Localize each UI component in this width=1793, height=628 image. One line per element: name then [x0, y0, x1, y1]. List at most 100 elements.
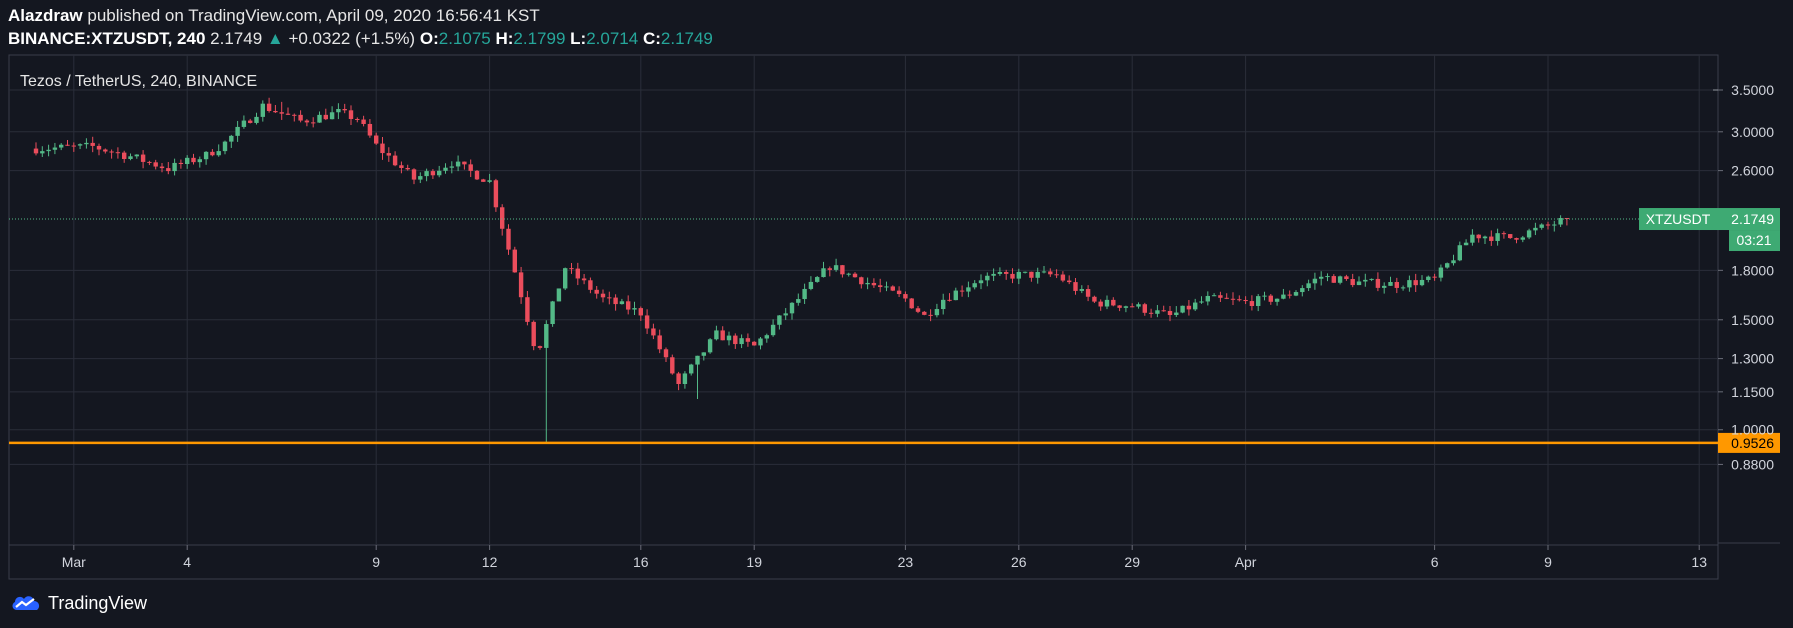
x-tick-label: 26: [1011, 554, 1027, 570]
candle-body: [1293, 292, 1299, 296]
candle-body: [1375, 278, 1381, 288]
candle-body: [859, 277, 864, 285]
candle-body: [947, 299, 952, 301]
candle-body: [878, 285, 883, 288]
candle-body: [285, 113, 291, 115]
support-price-tag: [1718, 432, 1780, 453]
candle-body: [594, 289, 599, 294]
candle-body: [733, 335, 738, 345]
candle-body: [481, 179, 486, 182]
candle-body: [90, 142, 95, 146]
candle-body: [122, 152, 127, 159]
candle-body: [909, 298, 914, 309]
candle-body: [1004, 272, 1009, 274]
x-tick-label: Apr: [1235, 554, 1257, 570]
candle-body: [40, 151, 45, 154]
y-tick-label: 3.5000: [1731, 82, 1774, 98]
candle-body: [1029, 271, 1034, 278]
candle-body: [626, 301, 631, 310]
author-name[interactable]: Alazdraw: [8, 6, 83, 25]
candle-body: [1174, 312, 1179, 316]
candle-body: [1092, 296, 1097, 302]
close-label: C:: [642, 29, 661, 48]
candle-body: [443, 167, 448, 171]
candle-body: [1256, 296, 1261, 307]
candle-body: [437, 170, 442, 176]
candle-body: [966, 287, 971, 292]
y-tick-label: 1.8000: [1731, 262, 1774, 278]
candle-body: [1230, 298, 1236, 300]
candle-body: [159, 166, 165, 169]
tradingview-logo[interactable]: TradingView: [10, 591, 147, 615]
candle-body: [1155, 310, 1160, 314]
candle-body: [928, 314, 933, 316]
candle-body: [638, 308, 643, 316]
candle-body: [1048, 271, 1053, 275]
candle-body: [789, 302, 795, 314]
candle-body: [682, 373, 688, 385]
candle-body: [953, 290, 958, 301]
candle-body: [178, 162, 184, 165]
candle-body: [1400, 287, 1406, 289]
candle-body: [1432, 276, 1437, 278]
candle-body: [260, 103, 265, 117]
candle-body: [707, 339, 713, 353]
candle-body: [336, 109, 341, 113]
candle-body: [752, 341, 757, 346]
brand-name: TradingView: [48, 592, 148, 613]
candle-body: [833, 265, 839, 270]
candle-body: [840, 265, 845, 275]
candle-body: [1237, 299, 1242, 301]
candle-body: [266, 103, 272, 111]
candle-body: [1463, 242, 1469, 246]
candle-body: [1136, 304, 1141, 307]
candle-body: [65, 144, 70, 146]
candle-body: [1098, 301, 1103, 307]
candle-body: [644, 315, 650, 329]
candle-body: [380, 143, 385, 154]
last-price: 2.1749: [210, 29, 263, 48]
candle-body: [248, 120, 253, 123]
candle-body: [455, 161, 461, 167]
candle-body: [153, 162, 158, 167]
candle-body: [1482, 236, 1488, 239]
candle-body: [1501, 233, 1507, 235]
candle-body: [777, 315, 782, 325]
candle-body: [430, 171, 436, 176]
candle-body: [1344, 276, 1349, 280]
y-tick-label: 3.0000: [1731, 124, 1774, 140]
candle-body: [1363, 279, 1368, 282]
close-value: 2.1749: [660, 29, 713, 48]
candle-body: [865, 282, 870, 285]
candle-body: [871, 282, 877, 286]
candle-body: [1508, 234, 1513, 239]
high-value: 2.1799: [513, 29, 566, 48]
candle-body: [109, 151, 114, 153]
candle-body: [1224, 297, 1229, 299]
candle-body: [279, 112, 284, 114]
candle-body: [1306, 283, 1311, 289]
candle-body: [254, 116, 259, 123]
candle-body: [1495, 233, 1500, 241]
candle-body: [518, 272, 524, 298]
candle-body: [600, 293, 606, 298]
candle-body: [903, 294, 908, 299]
candle-body: [405, 167, 410, 170]
candle-body: [1319, 276, 1324, 279]
low-value: 2.0714: [586, 29, 639, 48]
candle-body: [77, 144, 83, 146]
candle-body: [115, 152, 121, 154]
y-tick-label: 2.6000: [1731, 163, 1774, 179]
candle-body: [1016, 271, 1021, 279]
candle-body: [726, 335, 732, 341]
candles-layer: [33, 97, 1570, 444]
x-tick-label: Mar: [62, 554, 86, 570]
candle-body: [544, 324, 549, 348]
candle-body: [273, 110, 278, 113]
x-tick-label: 9: [1544, 554, 1552, 570]
candle-body: [1451, 260, 1456, 264]
candle-body: [852, 273, 858, 278]
candle-body: [449, 166, 454, 168]
candle-body: [1111, 299, 1116, 306]
